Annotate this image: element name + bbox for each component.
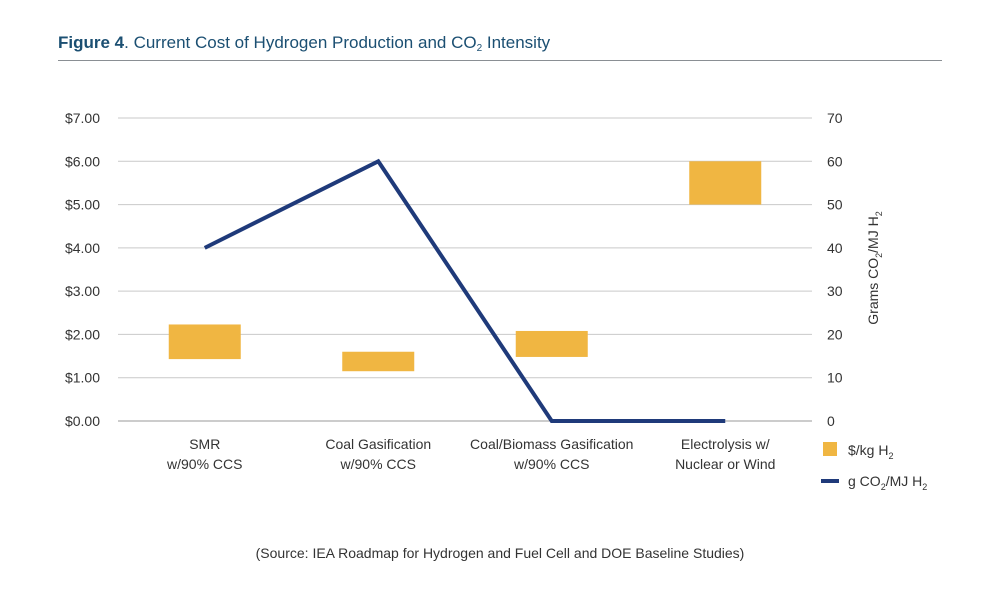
cost-bar: [168, 324, 241, 360]
legend-label-intensity: g CO2/MJ H2: [848, 473, 927, 492]
x-category-label: Coal Gasification: [325, 436, 431, 452]
figure-title-sub: 2: [476, 43, 483, 54]
y-right-tick-label: 10: [827, 370, 843, 386]
y-right-axis-title: Grams CO2/MJ H2: [865, 211, 884, 324]
y-right-tick-label: 70: [827, 110, 843, 126]
y-left-tick-label: $2.00: [65, 326, 100, 342]
figure-title: Figure 4. Current Cost of Hydrogen Produ…: [58, 33, 550, 54]
figure-label: Figure 4: [58, 33, 125, 52]
y-left-tick-label: $7.00: [65, 110, 100, 126]
y-left-tick-label: $1.00: [65, 370, 100, 386]
x-category-label: SMR: [189, 436, 220, 452]
x-category-label: Coal/Biomass Gasification: [470, 436, 633, 452]
title-divider: [58, 60, 942, 61]
y-left-tick-label: $5.00: [65, 197, 100, 213]
x-category-label: w/90% CCS: [166, 456, 242, 472]
figure-title-end: Intensity: [482, 33, 551, 52]
y-left-tick-label: $6.00: [65, 153, 100, 169]
y-right-tick-label: 50: [827, 197, 843, 213]
y-left-tick-label: $3.00: [65, 283, 100, 299]
co2-intensity-line: [203, 158, 726, 423]
legend-label-cost: $/kg H2: [848, 442, 893, 461]
x-category-label: Electrolysis w/: [681, 436, 770, 452]
x-category-label: w/90% CCS: [513, 456, 589, 472]
cost-bar: [342, 351, 415, 372]
y-right-tick-label: 30: [827, 283, 843, 299]
x-category-label: w/90% CCS: [340, 456, 416, 472]
y-right-tick-label: 20: [827, 326, 843, 342]
y-right-tick-label: 60: [827, 153, 843, 169]
cost-bar: [515, 330, 588, 357]
figure-title-main: . Current Cost of Hydrogen Production an…: [124, 33, 477, 52]
y-left-tick-label: $4.00: [65, 240, 100, 256]
legend-swatch-cost: [823, 442, 837, 456]
y-left-tick-label: $0.00: [65, 413, 100, 429]
x-category-label: Nuclear or Wind: [675, 456, 775, 472]
source-note: (Source: IEA Roadmap for Hydrogen and Fu…: [255, 545, 745, 561]
y-right-tick-label: 0: [827, 413, 835, 429]
y-right-tick-label: 40: [827, 240, 843, 256]
cost-bar: [689, 161, 762, 205]
